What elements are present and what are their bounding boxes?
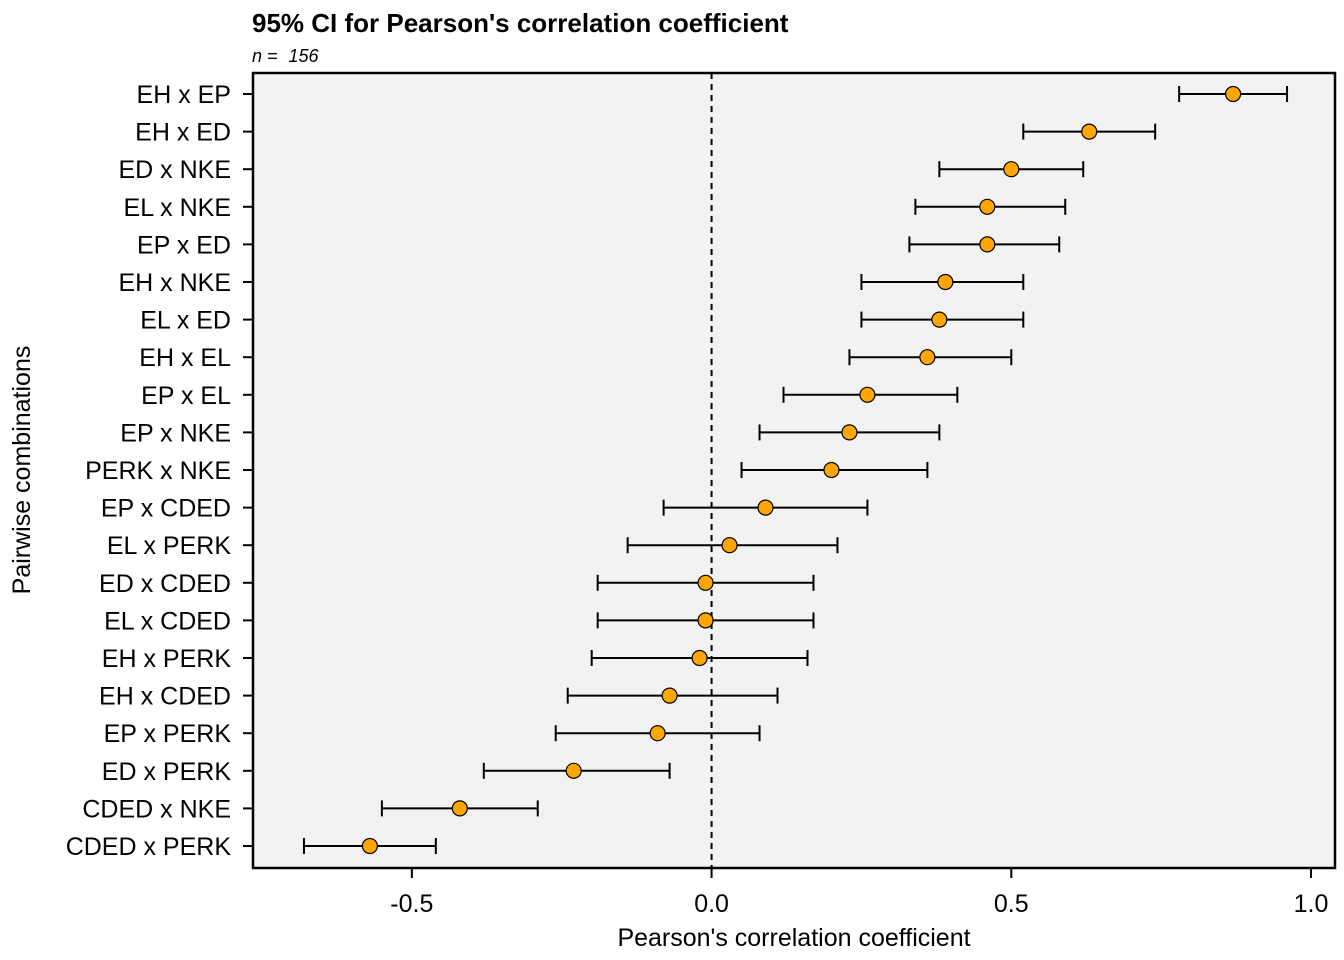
y-tick-label: CDED x PERK xyxy=(66,833,232,861)
y-tick-label: EP x ED xyxy=(137,231,231,259)
estimate-point xyxy=(757,499,774,516)
estimate-point xyxy=(937,273,954,291)
estimate-point xyxy=(931,311,948,328)
estimate-point xyxy=(649,725,666,742)
estimate-point xyxy=(1081,123,1098,140)
chart-subtitle: n = 156 xyxy=(252,46,320,66)
estimate-point xyxy=(721,537,738,554)
estimate-point xyxy=(979,198,996,215)
y-tick-label: EP x NKE xyxy=(120,419,231,447)
estimate-point xyxy=(979,236,996,253)
estimate-point xyxy=(841,424,858,441)
y-tick-label: EL x NKE xyxy=(124,194,231,222)
ci-row xyxy=(938,161,1085,178)
y-tick-label: EH x EL xyxy=(139,344,231,372)
y-tick-label: EL x CDED xyxy=(104,607,231,635)
ci-row xyxy=(554,725,761,742)
y-tick-label: EL x ED xyxy=(140,307,231,335)
y-tick-label: EL x PERK xyxy=(107,532,231,560)
estimate-point xyxy=(919,349,936,366)
y-axis: EH x EP EH x ED ED x NKE EL x NKE EP x ED EH … xyxy=(66,81,253,861)
x-axis-label: Pearson's correlation coefficient xyxy=(617,924,970,952)
y-tick-label: EH x ED xyxy=(135,119,231,147)
y-tick-label: EH x EP xyxy=(137,81,231,109)
ci-row xyxy=(662,499,869,516)
x-axis: -0.5 0.0 0.5 1.0 xyxy=(390,868,1328,918)
estimate-point xyxy=(1224,85,1242,103)
ci-row xyxy=(1178,85,1289,103)
ci-row xyxy=(626,537,839,554)
ci-row xyxy=(596,574,815,591)
y-tick-label: EP x EL xyxy=(141,382,231,410)
ci-row xyxy=(758,424,941,441)
estimate-point xyxy=(565,762,582,779)
y-tick-label: ED x PERK xyxy=(102,758,232,786)
data-marks xyxy=(302,85,1289,855)
subtitle-label: n = xyxy=(252,46,283,66)
ci-row xyxy=(860,311,1025,328)
y-tick-label: EH x PERK xyxy=(102,645,232,673)
ci-row xyxy=(908,236,1061,253)
y-tick-label: EP x CDED xyxy=(101,495,231,523)
y-tick-label: EH x CDED xyxy=(99,683,231,711)
ci-row xyxy=(1022,123,1157,140)
estimate-point xyxy=(451,800,468,817)
ci-row xyxy=(782,386,959,403)
y-tick-label: ED x NKE xyxy=(118,156,231,184)
ci-row xyxy=(914,198,1067,215)
y-axis-label: Pairwise combinations xyxy=(8,346,36,595)
y-tick-label: EP x PERK xyxy=(104,720,232,748)
chart-title: 95% CI for Pearson's correlation coeffic… xyxy=(252,8,789,38)
ci-row xyxy=(596,612,815,629)
ci-row xyxy=(482,762,671,779)
y-tick-label: ED x CDED xyxy=(99,570,231,598)
y-tick-label: PERK x NKE xyxy=(85,457,231,485)
ci-row xyxy=(566,687,779,704)
x-tick-label: 1.0 xyxy=(1294,890,1329,918)
estimate-point xyxy=(697,612,714,629)
ci-row xyxy=(380,800,539,817)
x-tick-label: 0.0 xyxy=(694,890,729,918)
estimate-point xyxy=(859,386,876,403)
ci-row xyxy=(848,349,1013,366)
x-tick-label: 0.5 xyxy=(994,890,1029,918)
ci-row xyxy=(860,273,1025,291)
estimate-point xyxy=(691,649,708,667)
x-tick-label: -0.5 xyxy=(390,890,433,918)
subtitle-value: 156 xyxy=(289,46,320,66)
y-tick-label: EH x NKE xyxy=(118,269,231,297)
estimate-point xyxy=(661,687,678,704)
estimate-point xyxy=(697,574,714,591)
y-tick-label: CDED x NKE xyxy=(82,795,231,823)
ci-row xyxy=(590,649,809,667)
ci-row xyxy=(740,461,929,479)
ci-row xyxy=(302,837,437,855)
estimate-point xyxy=(361,837,378,855)
estimate-point xyxy=(823,461,840,479)
estimate-point xyxy=(1003,161,1020,178)
